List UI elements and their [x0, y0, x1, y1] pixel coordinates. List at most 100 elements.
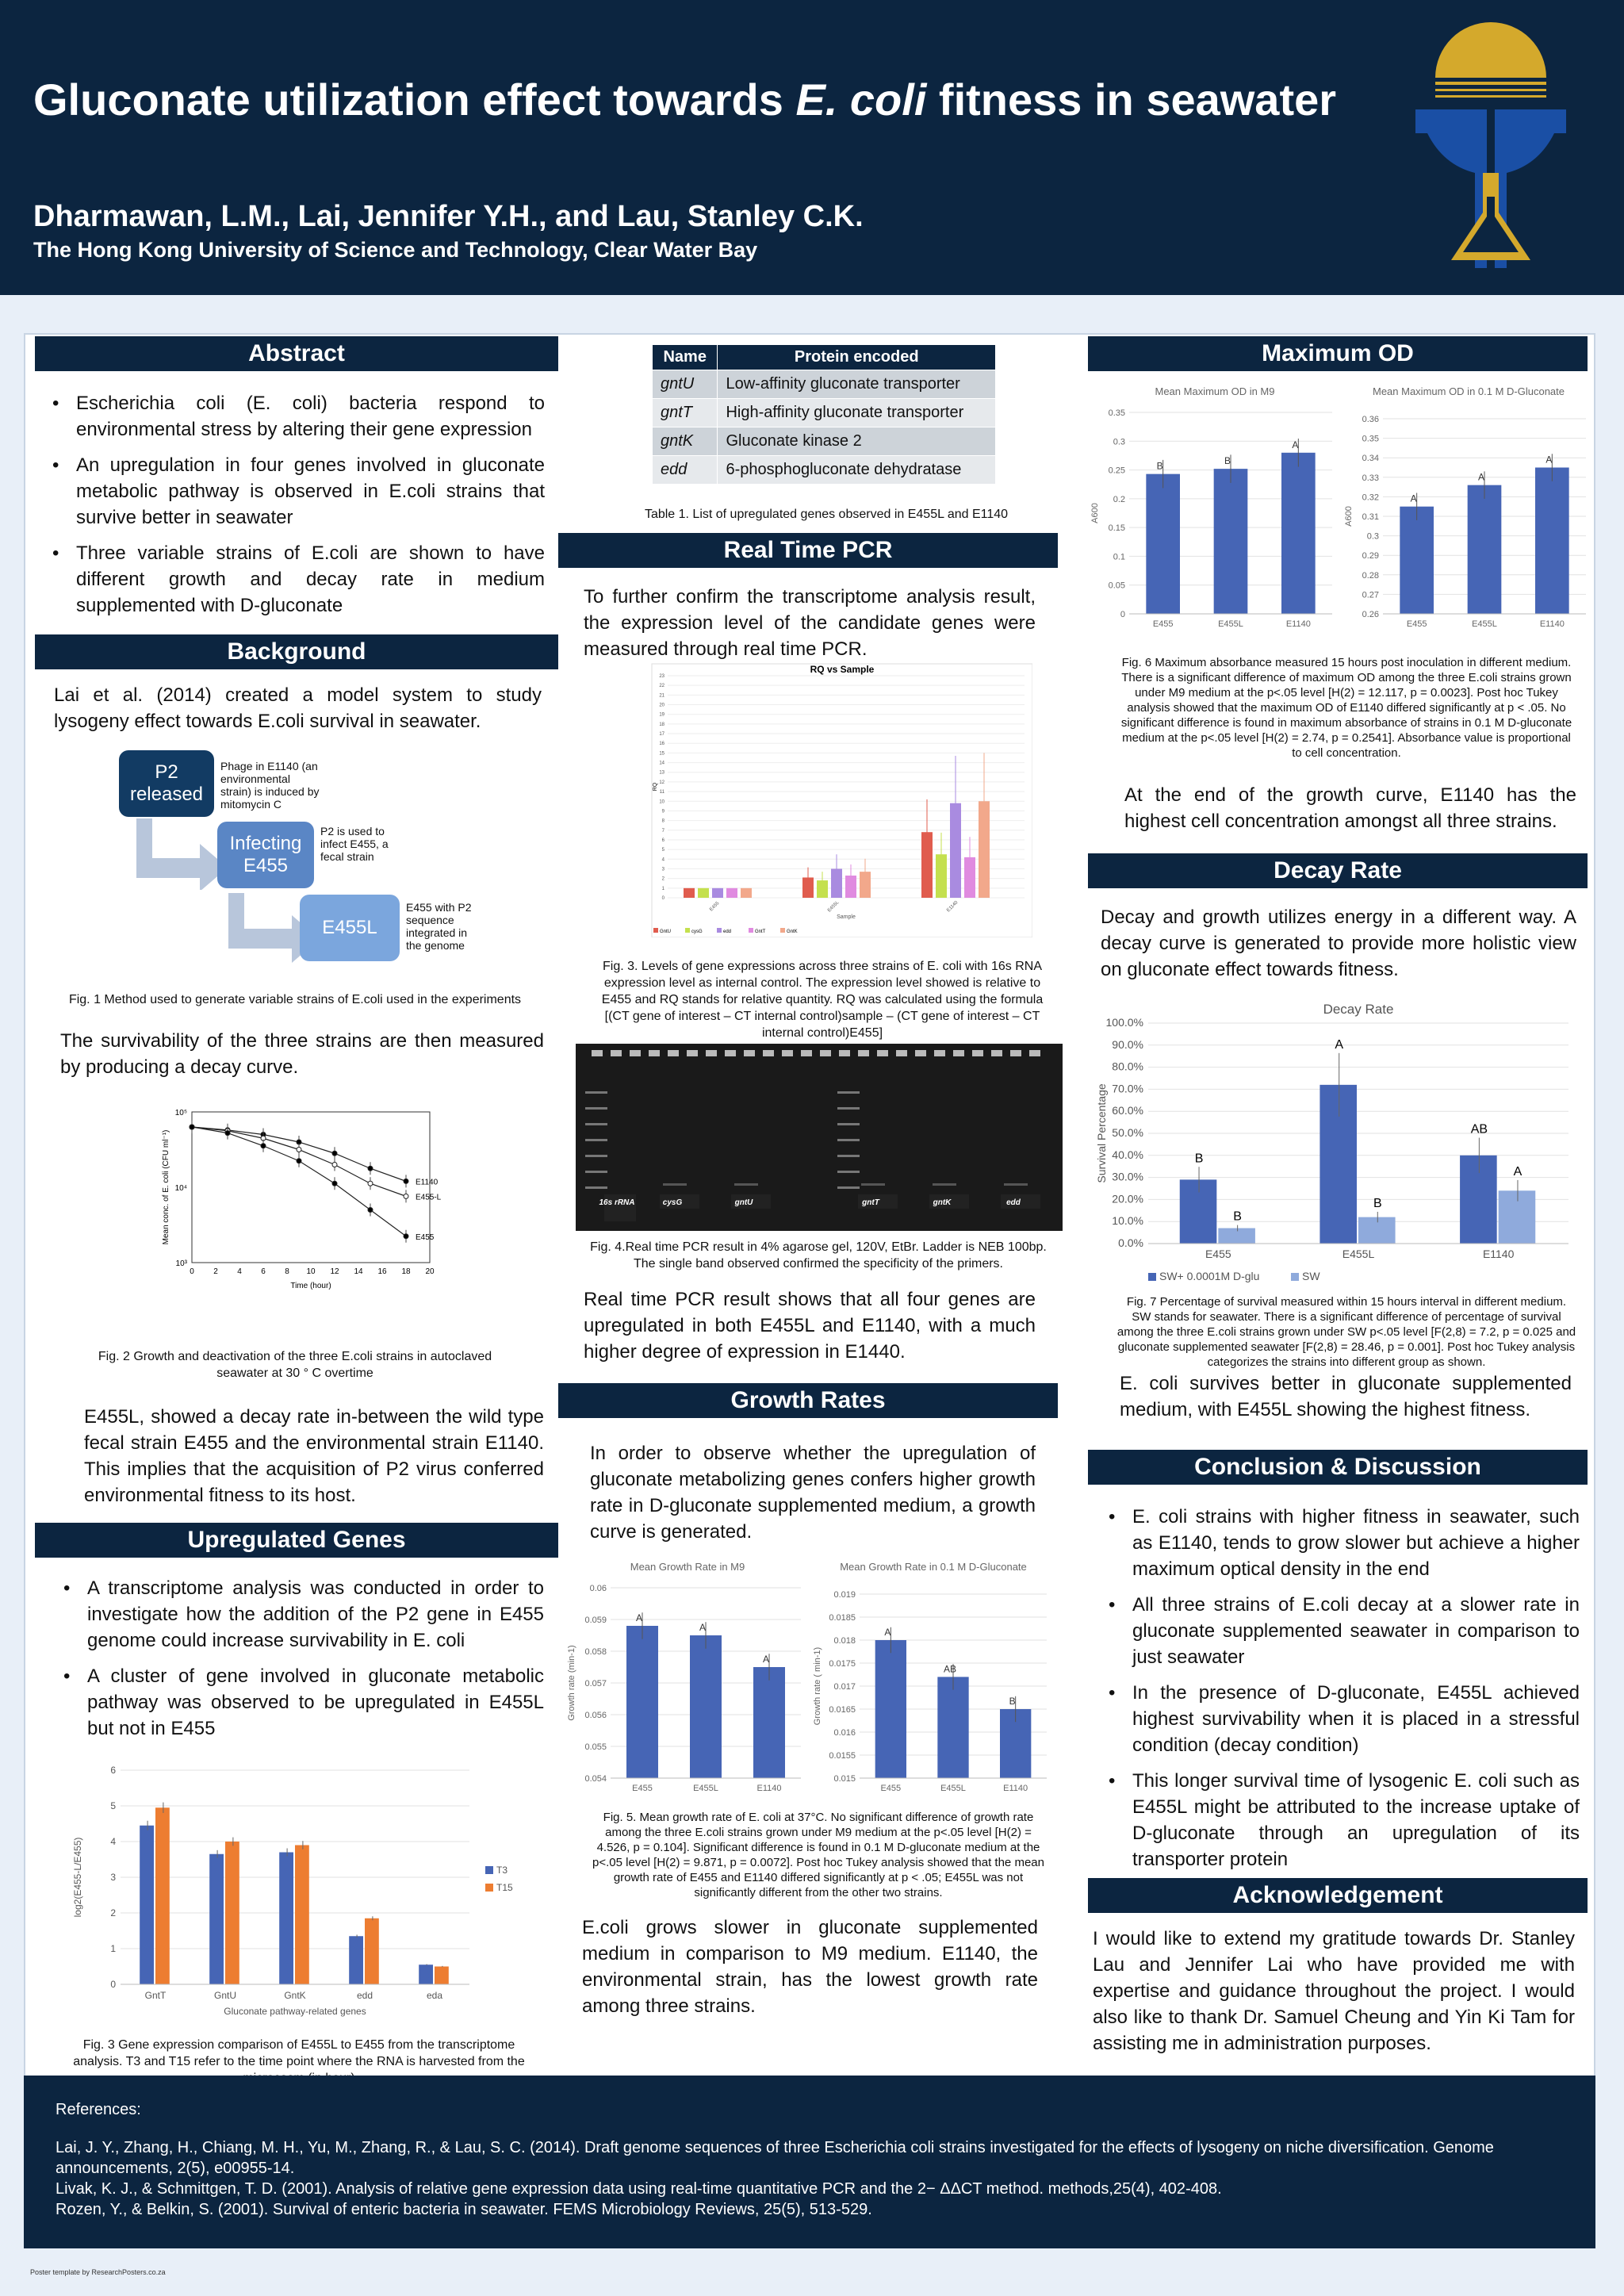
data-label: B	[1195, 1152, 1204, 1165]
y-tick-label: 3	[662, 867, 665, 872]
decay-heading: Decay Rate	[1088, 853, 1588, 888]
od-m9-chart: Mean Maximum OD in M9 0 0.05 0.1 0.15 0.2 0.25…	[1090, 385, 1332, 629]
y-tick-label: 60.0%	[1112, 1104, 1143, 1117]
gel-well	[896, 1050, 907, 1056]
gel-band	[861, 1183, 885, 1186]
bar	[349, 1936, 363, 1984]
y-tick-label: 16	[659, 742, 665, 746]
y-tick-label: 6	[662, 838, 665, 843]
x-tick-label: E455L	[940, 1784, 966, 1793]
abstract-bullet: Three variable strains of E.coli are sho…	[49, 540, 545, 619]
bar	[1400, 506, 1434, 614]
gel-well	[839, 1050, 850, 1056]
data-label: A	[1411, 493, 1417, 504]
y-tick-label: 0.3	[1113, 437, 1125, 447]
y-tick-label: 100.0%	[1106, 1016, 1143, 1029]
y-tick-label: 0.36	[1362, 415, 1379, 424]
y-tick-label: 40.0%	[1112, 1148, 1143, 1161]
chart-title: Mean Growth Rate in 0.1 M D-Gluconate	[840, 1561, 1027, 1573]
y-tick-label: 90.0%	[1112, 1038, 1143, 1051]
legend-label: GntK	[787, 930, 798, 934]
agarose-gel-image: 16s rRNA cysG gntU gntT gntK edd	[576, 1044, 1063, 1231]
y-tick-label: 0.06	[590, 1584, 607, 1593]
table-row: gntK Gluconate kinase 2	[651, 427, 996, 456]
y-tick-label: 0.0175	[829, 1659, 856, 1669]
survival-text: The survivability of the three strains a…	[60, 1030, 544, 1078]
bar	[1218, 1228, 1255, 1244]
data-label: A	[1514, 1165, 1522, 1179]
y-tick-label: 0.017	[833, 1682, 856, 1692]
data-point	[224, 1130, 231, 1137]
x-tick-label: eda	[427, 1990, 442, 2001]
poster-body: Abstract Escherichia coli (E. coli) bact…	[24, 333, 1595, 2085]
x-tick-label: 10	[306, 1267, 316, 1276]
ladder-band	[585, 1155, 607, 1157]
legend-swatch	[749, 928, 753, 933]
data-label: B	[1224, 455, 1231, 466]
gel-well	[725, 1050, 736, 1056]
y-tick-label: 0.29	[1362, 551, 1379, 561]
x-tick-label: GntU	[214, 1990, 236, 2001]
gel-well	[782, 1050, 793, 1056]
data-point	[260, 1143, 266, 1149]
x-tick-label: 18	[401, 1267, 411, 1276]
bar	[802, 877, 814, 898]
y-tick-label: 0.0185	[829, 1613, 856, 1623]
bar	[1213, 469, 1248, 614]
gel-well	[953, 1050, 964, 1056]
bar	[741, 887, 752, 898]
x-tick-label: 0	[190, 1267, 194, 1276]
bar	[365, 1918, 379, 1984]
ladder-band	[837, 1091, 860, 1094]
gel-well	[991, 1050, 1002, 1056]
university-logo	[1415, 22, 1566, 268]
x-tick-label: E1140	[1540, 619, 1565, 629]
y-tick-label: 0.2	[1113, 495, 1125, 504]
gel-well	[820, 1050, 831, 1056]
x-tick-label: E455L	[1342, 1248, 1375, 1260]
table-row: gntU Low-affinity gluconate transporter	[651, 370, 996, 399]
data-point	[367, 1207, 373, 1213]
y-tick-label: 0.05	[1109, 581, 1125, 591]
gel-well	[611, 1050, 622, 1056]
bar	[626, 1626, 658, 1778]
flow-box-infect: Infecting E455	[217, 822, 314, 888]
data-label: AB	[1471, 1123, 1488, 1137]
ladder-band	[585, 1171, 607, 1173]
gel-well	[801, 1050, 812, 1056]
flow-arrow-icon	[136, 818, 228, 890]
y-tick-label: 5	[662, 848, 665, 853]
conclusion-list: E. coli strains with higher fitness in s…	[1105, 1504, 1580, 1882]
y-tick-label: 0.28	[1362, 571, 1379, 581]
table-row: edd 6-phosphogluconate dehydratase	[651, 455, 996, 485]
chart-title: Decay Rate	[1323, 1002, 1394, 1017]
reference-item: Livak, K. J., & Schmittgen, T. D. (2001)…	[56, 2180, 1222, 2198]
x-tick-label: 6	[261, 1267, 266, 1276]
x-tick-label: E455	[1205, 1248, 1231, 1260]
x-tick-label: GntT	[145, 1990, 167, 2001]
x-tick-label: E455L	[693, 1784, 718, 1793]
y-tick-label: 0.15	[1109, 523, 1125, 533]
y-tick-label: 4	[110, 1836, 116, 1847]
growth-gluconate-chart: Mean Growth Rate in 0.1 M D-Gluconate 0.0…	[813, 1561, 1047, 1793]
y-tick-label: 3	[110, 1872, 116, 1883]
flow-box-e455l: E455L	[300, 895, 400, 961]
y-tick-label: 7	[662, 829, 665, 834]
legend-label: T15	[496, 1882, 513, 1893]
series-label: E455	[416, 1233, 435, 1242]
y-tick-label: 13	[659, 771, 665, 776]
gel-well	[934, 1050, 945, 1056]
references-section: References: Lai, J. Y., Zhang, H., Chian…	[24, 2076, 1595, 2248]
y-tick-label: 0.059	[584, 1616, 607, 1625]
x-tick-label: E455	[1153, 619, 1174, 629]
data-point	[296, 1147, 302, 1152]
transcriptome-chart: 0 1 2 3 4 5 6 log2(E455-L/E455) GntT GntU GntK edd e…	[72, 1765, 513, 2017]
x-tick-label: E455L	[1218, 619, 1243, 629]
y-tick-label: 0.054	[584, 1774, 607, 1784]
ladder-band	[837, 1139, 860, 1141]
conclusion-bullet: In the presence of D-gluconate, E455L ac…	[1105, 1680, 1580, 1758]
table-header: Protein encoded	[717, 344, 996, 370]
abstract-bullet: Escherichia coli (E. coli) bacteria resp…	[49, 390, 545, 443]
gel-band	[734, 1183, 758, 1186]
data-label: A	[1545, 454, 1552, 466]
